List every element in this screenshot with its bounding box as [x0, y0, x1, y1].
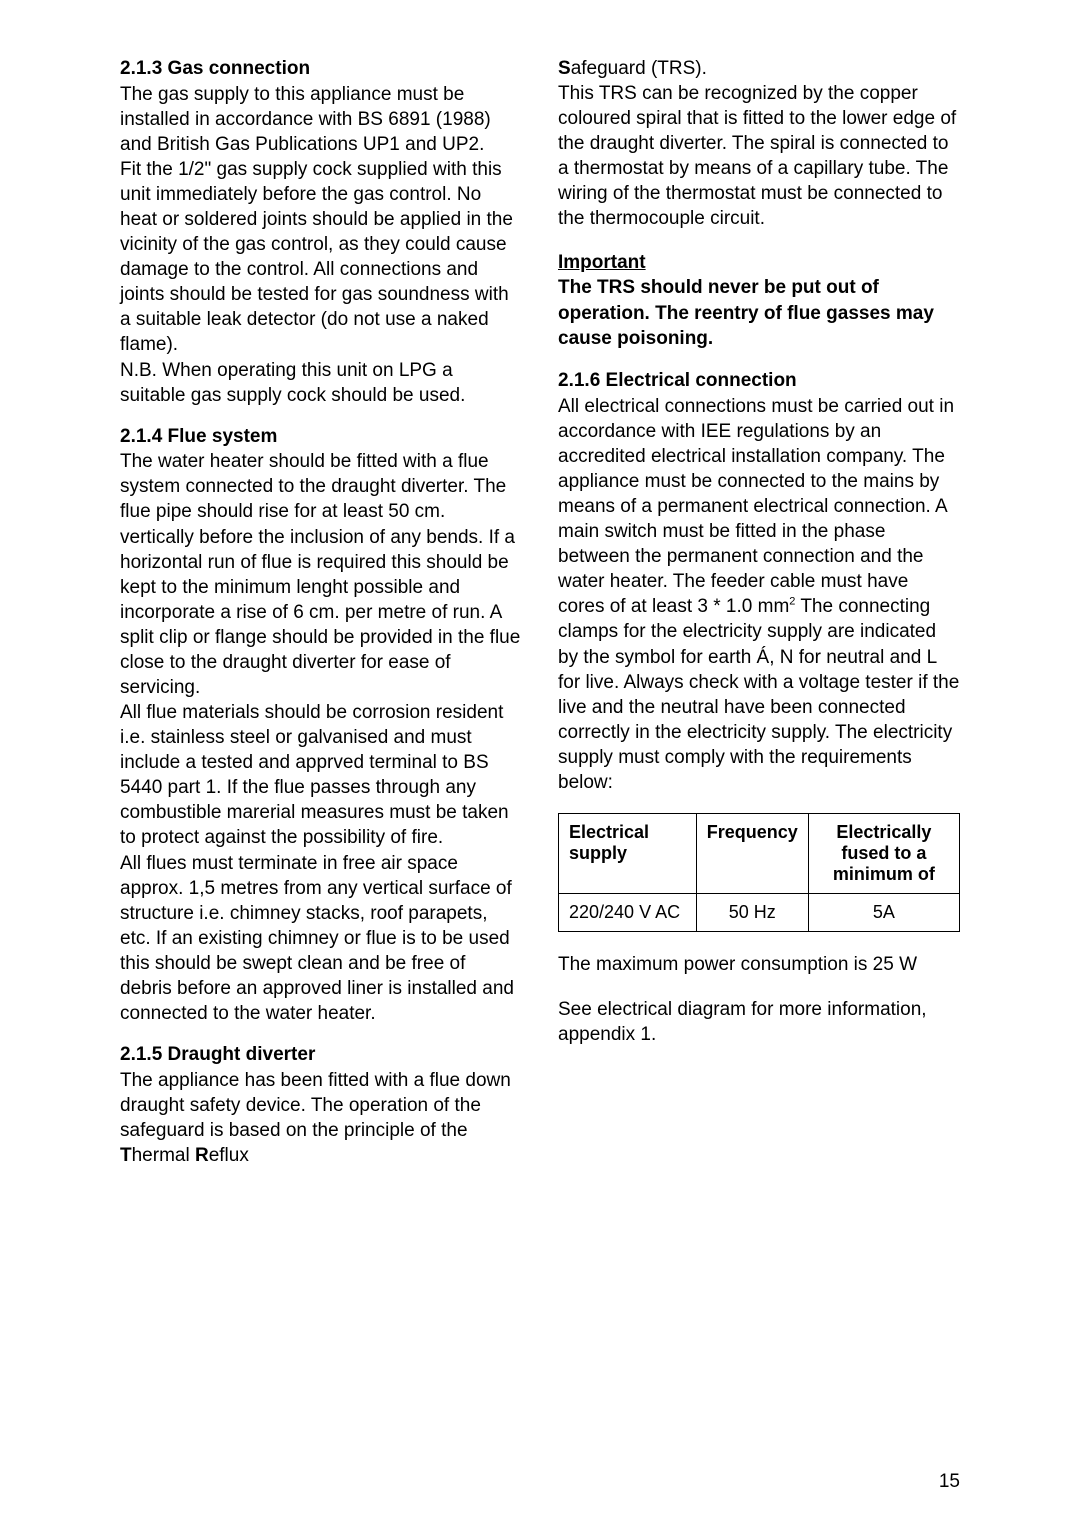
para-215-cont-rest: afeguard (TRS).	[571, 58, 707, 79]
para-216-1a: All electrical connections must be carri…	[558, 396, 954, 618]
para-216-1b: The connecting clamps for the electricit…	[558, 596, 959, 793]
left-column: 2.1.3 Gas connection The gas supply to t…	[120, 56, 522, 1168]
th-fused: Electrically fused to a minimum of	[808, 814, 959, 894]
para-214-3: All flues must terminate in free air spa…	[120, 851, 522, 1027]
heading-2-1-3: 2.1.3 Gas connection	[120, 56, 522, 82]
para-215-1: The appliance has been fitted with a flu…	[120, 1068, 522, 1168]
heading-2-1-4: 2.1.4 Flue system	[120, 424, 522, 450]
para-after-table-2: See electrical diagram for more informat…	[558, 997, 960, 1047]
para-213-2: Fit the 1/2" gas supply cock supplied wi…	[120, 157, 522, 358]
two-column-layout: 2.1.3 Gas connection The gas supply to t…	[120, 56, 960, 1168]
important-heading: Important	[558, 250, 960, 276]
para-215-1-mid: hermal	[132, 1145, 195, 1166]
th-supply: Electrical supply	[559, 814, 697, 894]
important-body: The TRS should never be put out of opera…	[558, 275, 960, 352]
td-frequency: 50 Hz	[696, 894, 808, 932]
para-215-1-pre: The appliance has been fitted with a flu…	[120, 1070, 511, 1141]
bold-R: R	[195, 1145, 209, 1166]
para-after-table-1: The maximum power consumption is 25 W	[558, 952, 960, 977]
para-214-1: The water heater should be fitted with a…	[120, 449, 522, 700]
right-column: Safeguard (TRS). This TRS can be recogni…	[558, 56, 960, 1168]
heading-2-1-6: 2.1.6 Electrical connection	[558, 368, 960, 394]
para-215-cont-1: Safeguard (TRS).	[558, 56, 960, 81]
table-header-row: Electrical supply Frequency Electrically…	[559, 814, 960, 894]
page-number: 15	[939, 1471, 960, 1493]
para-216-1: All electrical connections must be carri…	[558, 394, 960, 795]
bold-S: S	[558, 58, 571, 79]
para-213-1: The gas supply to this appliance must be…	[120, 82, 522, 157]
para-215-cont-2: This TRS can be recognized by the copper…	[558, 81, 960, 231]
th-frequency: Frequency	[696, 814, 808, 894]
td-fused: 5A	[808, 894, 959, 932]
bold-T: T	[120, 1145, 132, 1166]
para-215-1-end: eflux	[209, 1145, 249, 1166]
heading-2-1-5: 2.1.5 Draught diverter	[120, 1042, 522, 1068]
para-214-2: All flue materials should be corrosion r…	[120, 700, 522, 850]
table-row: 220/240 V AC 50 Hz 5A	[559, 894, 960, 932]
td-supply: 220/240 V AC	[559, 894, 697, 932]
electrical-spec-table: Electrical supply Frequency Electrically…	[558, 813, 960, 932]
para-213-3: N.B. When operating this unit on LPG a s…	[120, 358, 522, 408]
